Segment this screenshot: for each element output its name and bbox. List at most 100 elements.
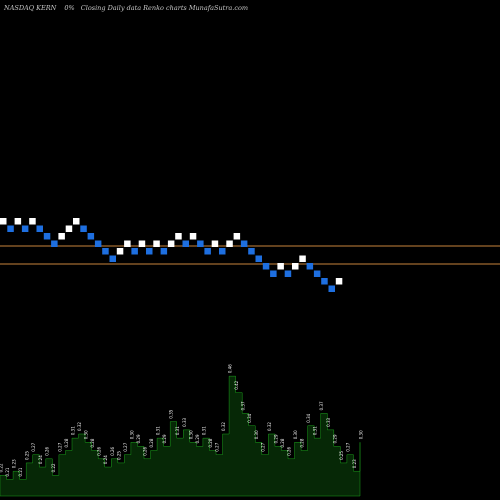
down-brick [102, 248, 109, 255]
volume-label: 0.21 [5, 467, 10, 476]
up-brick [14, 218, 22, 225]
volume-label: 0.32 [221, 422, 226, 431]
volume-label: 0.37 [319, 401, 324, 410]
volume-label: 0.31 [201, 426, 206, 435]
down-brick [21, 225, 29, 232]
down-brick [328, 285, 335, 292]
volume-label: 0.33 [326, 418, 331, 427]
volume-label: 0.23 [12, 459, 17, 468]
volume-area [0, 375, 361, 497]
up-brick [0, 218, 7, 225]
volume-label: 0.21 [18, 467, 23, 476]
down-brick [43, 233, 51, 240]
up-brick [138, 240, 146, 247]
volume-label: 0.28 [64, 438, 69, 447]
volume-label: 0.28 [149, 438, 154, 447]
up-brick [124, 240, 131, 247]
down-brick [306, 263, 314, 270]
down-brick [87, 233, 95, 240]
volume-label: 0.24 [38, 455, 43, 464]
subtitle-label: Closing Daily data Renko charts MunafaSu… [81, 4, 248, 12]
chart-title: NASDAQ KERN 0% Closing Daily data Renko … [3, 4, 248, 12]
up-brick [211, 240, 219, 247]
reference-lines [0, 245, 500, 265]
down-brick [284, 270, 292, 277]
up-brick [292, 263, 299, 270]
volume-label: 0.28 [208, 438, 213, 447]
volume-label: 0.30 [129, 430, 134, 439]
volume-label: 0.34 [247, 413, 252, 422]
up-brick [175, 233, 182, 240]
volume-label: 0.31 [156, 426, 161, 435]
volume-label: 0.22 [0, 463, 4, 472]
down-brick [80, 225, 87, 232]
volume-label: 0.30 [254, 430, 259, 439]
volume-label: 0.27 [345, 442, 350, 451]
up-brick [299, 255, 306, 262]
volume-label: 0.29 [162, 434, 167, 443]
down-brick [240, 240, 248, 247]
up-brick [73, 218, 80, 225]
down-brick [7, 225, 14, 232]
ticker-label: NASDAQ KERN [3, 4, 57, 12]
up-brick [277, 263, 284, 270]
volume-label: 0.29 [136, 434, 141, 443]
down-brick [146, 248, 153, 255]
volume-label: 0.26 [44, 446, 49, 455]
volume-label: 0.34 [306, 413, 311, 422]
up-brick [233, 233, 241, 240]
up-brick [116, 248, 124, 255]
down-brick [313, 270, 321, 277]
volume-label: 0.42 [234, 380, 239, 389]
volume-label: 0.26 [110, 446, 115, 455]
down-brick [182, 240, 189, 247]
volume-label: 0.29 [332, 434, 337, 443]
volume-label: 0.26 [97, 446, 102, 455]
volume-label: 0.31 [313, 426, 318, 435]
volume-label: 0.28 [90, 438, 95, 447]
up-brick [29, 218, 36, 225]
down-brick [204, 248, 211, 255]
up-brick [226, 240, 233, 247]
up-brick [153, 240, 160, 247]
volume-label: 0.30 [359, 430, 364, 439]
volume-label: 0.30 [293, 430, 298, 439]
down-brick [94, 240, 102, 247]
volume-label: 0.32 [267, 422, 272, 431]
volume-label: 0.27 [123, 442, 128, 451]
down-brick [160, 248, 168, 255]
volume-label: 0.27 [260, 442, 265, 451]
volume-label: 0.24 [103, 455, 108, 464]
volume-label: 0.23 [352, 459, 357, 468]
down-brick [36, 225, 43, 232]
volume-label: 0.31 [71, 426, 76, 435]
volume-label: 0.37 [241, 401, 246, 410]
down-brick [219, 248, 226, 255]
volume-label: 0.28 [280, 438, 285, 447]
up-brick [65, 225, 73, 232]
down-brick [131, 248, 138, 255]
volume-label: 0.30 [188, 430, 193, 439]
down-brick [262, 263, 270, 270]
volume-label: 0.27 [31, 442, 36, 451]
volume-fill [0, 375, 361, 497]
volume-label: 0.30 [84, 430, 89, 439]
volume-label: 0.25 [339, 451, 344, 460]
down-brick [51, 240, 58, 247]
volume-label: 0.25 [25, 451, 30, 460]
volume-labels: 0.22 0.210.230.210.250.270.240.260.220.27… [0, 364, 364, 477]
volume-label: 0.26 [143, 446, 148, 455]
volume-label: 0.27 [215, 442, 220, 451]
up-brick [58, 233, 65, 240]
down-brick [197, 240, 204, 247]
up-brick [189, 233, 197, 240]
up-brick [335, 278, 343, 285]
volume-label: 0.31 [175, 426, 180, 435]
volume-label: 0.29 [273, 434, 278, 443]
up-brick [167, 240, 175, 247]
volume-label: 0.33 [182, 418, 187, 427]
volume-label: 0.27 [57, 442, 62, 451]
volume-label: 0.22 [51, 463, 56, 472]
down-brick [321, 278, 328, 285]
